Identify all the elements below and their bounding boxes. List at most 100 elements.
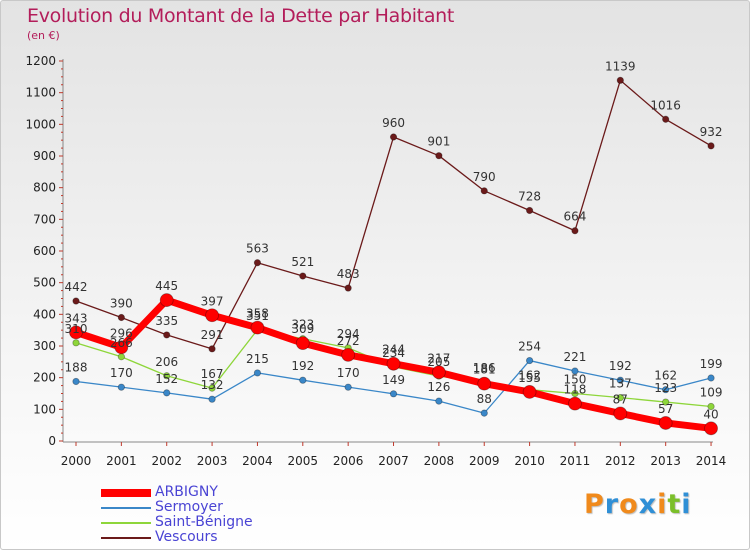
data-point <box>344 284 352 292</box>
series-lines <box>69 76 718 436</box>
data-label: 40 <box>703 407 718 421</box>
data-label: 310 <box>65 322 88 336</box>
data-label: 206 <box>155 355 178 369</box>
data-point <box>341 347 356 362</box>
data-label: 291 <box>201 328 224 342</box>
x-tick-label: 2008 <box>424 454 455 468</box>
data-label: 351 <box>246 309 269 323</box>
data-point <box>159 293 174 307</box>
legend-label: Sermoyer <box>155 499 223 515</box>
data-label: 132 <box>201 378 224 392</box>
data-label: 215 <box>246 352 269 366</box>
data-label: 221 <box>564 350 587 364</box>
data-point <box>208 345 216 353</box>
logo-letter: x <box>638 489 658 520</box>
y-tick-label: 200 <box>33 371 56 385</box>
y-tick-label: 1100 <box>25 86 56 100</box>
data-point <box>571 367 579 375</box>
data-label: 170 <box>337 366 360 380</box>
x-tick-label: 2005 <box>288 454 319 468</box>
data-label: 445 <box>155 279 178 293</box>
data-label: 521 <box>291 255 314 269</box>
data-point <box>117 383 125 391</box>
legend-label: Vescours <box>155 529 218 545</box>
data-label: 126 <box>427 380 450 394</box>
data-point <box>389 390 398 398</box>
y-tick-label: 100 <box>33 402 56 416</box>
axes: 0 100 200 300 400 500 600 700 800 900 1000 1100 1200… <box>25 54 726 468</box>
data-label: 155 <box>518 371 541 385</box>
data-point <box>253 369 262 377</box>
data-point <box>205 308 219 323</box>
data-label: 181 <box>473 363 496 377</box>
data-point <box>616 394 624 402</box>
data-point <box>613 406 628 421</box>
data-label: 88 <box>477 392 492 406</box>
data-point <box>163 372 171 380</box>
x-tick-label: 2014 <box>696 454 727 468</box>
data-label: 272 <box>337 334 360 348</box>
data-point <box>344 383 352 391</box>
legend-swatch <box>101 522 151 524</box>
data-point <box>431 365 446 380</box>
logo-letter: o <box>619 489 639 520</box>
data-label: 199 <box>700 357 723 371</box>
x-tick-label: 2002 <box>151 454 182 468</box>
x-tick-label: 2006 <box>333 454 364 468</box>
data-label: 442 <box>65 280 88 294</box>
data-point <box>522 385 537 399</box>
data-label: 358 <box>246 307 269 321</box>
x-tick-label: 2000 <box>61 454 92 468</box>
data-labels: 343 296 445 397 358 309 272 244 217 181 155 118 87 57… <box>65 59 723 421</box>
data-point <box>386 356 401 371</box>
data-label: 57 <box>658 402 673 416</box>
data-point <box>295 336 310 351</box>
data-label: 244 <box>382 343 405 357</box>
data-point <box>69 325 83 340</box>
data-point <box>72 339 80 347</box>
data-point <box>208 395 216 403</box>
data-point <box>568 396 582 411</box>
data-point <box>480 409 488 417</box>
data-point <box>250 320 265 335</box>
data-label: 254 <box>518 340 541 354</box>
x-tick-label: 2007 <box>378 454 409 468</box>
y-tick-label: 500 <box>33 276 56 290</box>
data-point <box>435 152 443 160</box>
data-label: 323 <box>291 318 314 332</box>
chart-unit: (en €) <box>27 29 60 42</box>
data-label: 137 <box>609 377 632 391</box>
data-label: 335 <box>155 314 178 328</box>
data-point <box>571 227 579 235</box>
data-label: 205 <box>427 355 450 369</box>
data-label: 162 <box>518 369 541 383</box>
data-label: 397 <box>201 294 224 308</box>
data-label: 309 <box>291 322 314 336</box>
x-tick-label: 2009 <box>469 454 500 468</box>
y-tick-label: 0 <box>48 434 56 448</box>
data-point <box>299 376 307 384</box>
data-label: 150 <box>564 373 587 387</box>
data-point <box>253 259 262 267</box>
data-label: 790 <box>473 170 496 184</box>
x-tick-label: 2010 <box>514 454 545 468</box>
data-label: 1016 <box>650 98 681 112</box>
data-point <box>662 115 670 123</box>
data-label: 296 <box>110 326 133 340</box>
data-point <box>299 272 307 280</box>
data-label: 728 <box>518 189 541 203</box>
y-tick-label: 700 <box>33 212 56 226</box>
data-label: 162 <box>654 369 677 383</box>
legend-swatch <box>101 489 151 497</box>
data-point <box>477 376 492 391</box>
data-point <box>571 389 579 398</box>
data-point <box>114 340 129 355</box>
logo-letter: i <box>681 489 692 520</box>
x-tick-label: 2012 <box>605 454 636 468</box>
data-label: 1139 <box>605 59 636 73</box>
logo-letter: r <box>604 489 620 520</box>
data-label: 186 <box>473 361 496 375</box>
data-label: 217 <box>427 351 450 365</box>
